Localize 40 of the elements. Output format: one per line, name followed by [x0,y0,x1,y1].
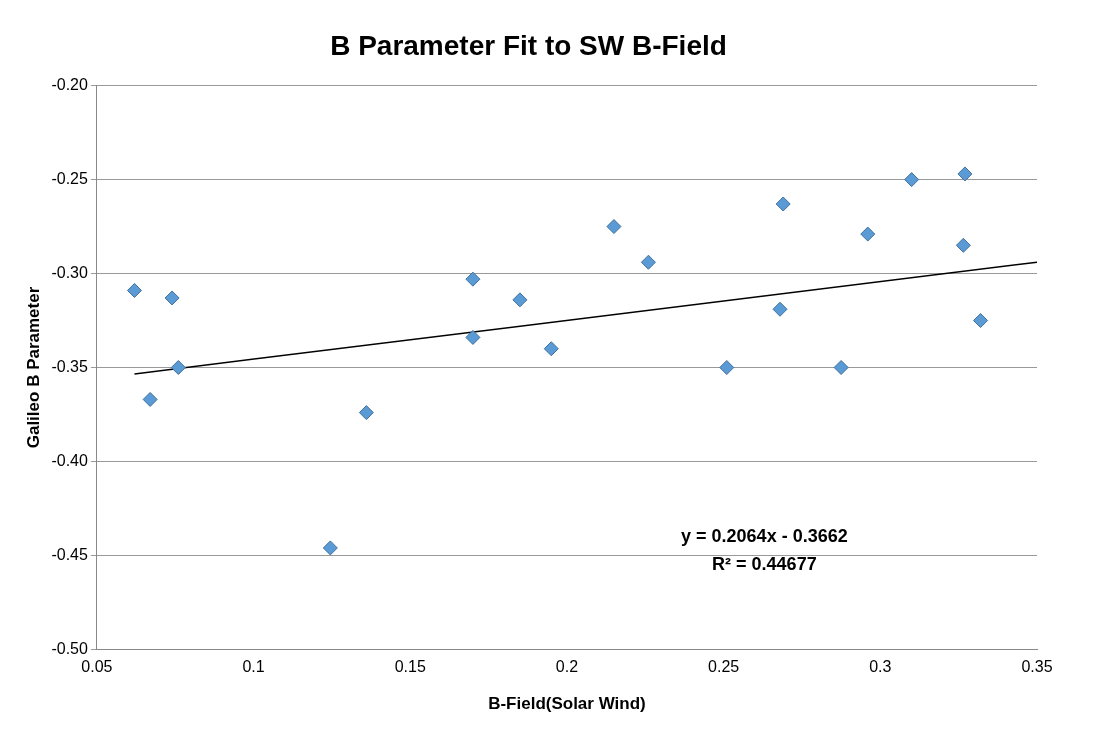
point [955,237,971,253]
annotation: y = 0.2064x - 0.3662 [681,525,848,546]
point [860,226,876,242]
point [142,391,158,407]
y-tick-label: -0.40 [51,451,88,469]
x-tick-label: 0.2 [555,658,579,676]
point [775,196,791,212]
point [512,292,528,308]
x-tick-label: 0.1 [242,658,265,676]
point [719,360,735,375]
point [833,360,849,375]
point [465,329,481,345]
point [126,282,142,298]
chart-title: B Parameter Fit to SW B-Field [330,29,727,61]
x-tick-label: 0.3 [869,658,892,676]
point [957,166,973,182]
point [358,405,374,421]
x-tick-label: 0.35 [1021,658,1053,676]
y-tick-label: -0.35 [51,357,88,375]
point [322,540,338,556]
point [164,290,180,306]
point [640,254,656,270]
point [465,271,481,287]
point [543,341,559,357]
y-tick-label: -0.30 [51,263,88,281]
point [170,360,186,375]
point [973,313,989,329]
y-tick-label: -0.25 [51,169,88,187]
annotation: R² = 0.44677 [712,553,817,574]
x-axis-title: B-Field(Solar Wind) [488,694,646,714]
y-tick-label: -0.50 [51,639,88,657]
point [606,219,622,235]
y-tick-label: -0.45 [51,545,88,563]
y-tick-label: -0.20 [51,76,88,94]
point [904,172,920,188]
x-tick-label: 0.05 [81,658,113,676]
y-axis-title: Galileo B Parameter [23,286,43,449]
point [772,301,788,317]
x-tick-label: 0.25 [708,658,740,676]
x-tick-label: 0.15 [394,658,426,676]
